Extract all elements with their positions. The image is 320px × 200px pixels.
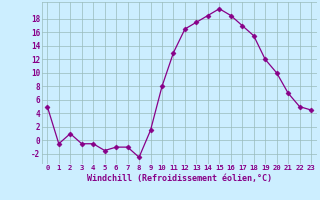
X-axis label: Windchill (Refroidissement éolien,°C): Windchill (Refroidissement éolien,°C) <box>87 174 272 183</box>
